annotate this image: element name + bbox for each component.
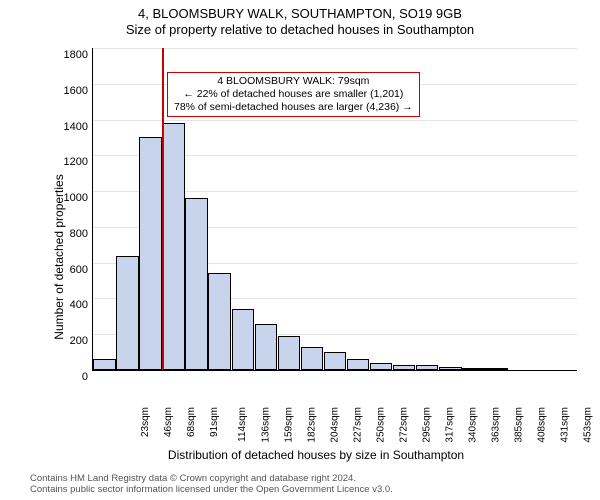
annotation-line: ← 22% of detached houses are smaller (1,… [174, 88, 413, 101]
gridline [93, 120, 577, 121]
histogram-bar [162, 123, 185, 370]
annotation-line: 78% of semi-detached houses are larger (… [174, 101, 413, 114]
y-tick-label: 0 [82, 371, 88, 383]
x-tick-label: 227sqm [353, 407, 364, 443]
y-tick-label: 1800 [64, 49, 88, 61]
x-tick-label: 317sqm [445, 407, 456, 443]
page-subtitle: Size of property relative to detached ho… [0, 22, 600, 38]
x-tick-label: 182sqm [306, 407, 317, 443]
histogram-bar [324, 352, 347, 370]
x-tick-label: 68sqm [186, 407, 197, 437]
y-axis-ticks: 020040060080010001200140016001800 [56, 48, 90, 370]
y-tick-label: 1400 [64, 121, 88, 133]
histogram-bar [278, 336, 301, 370]
x-tick-label: 363sqm [491, 407, 502, 443]
page-title: 4, BLOOMSBURY WALK, SOUTHAMPTON, SO19 9G… [0, 6, 600, 22]
x-tick-label: 114sqm [237, 407, 248, 442]
x-tick-label: 204sqm [329, 407, 340, 443]
footer-line: Contains public sector information licen… [30, 485, 393, 496]
histogram-bar [116, 256, 139, 370]
histogram-bar [347, 359, 370, 370]
histogram-bar [232, 309, 255, 370]
histogram-bar [139, 137, 162, 370]
x-tick-label: 272sqm [399, 407, 410, 443]
histogram-bar [255, 324, 278, 371]
y-tick-label: 600 [70, 264, 88, 276]
x-tick-label: 136sqm [260, 407, 271, 443]
x-tick-label: 295sqm [422, 407, 433, 443]
annotation-line: 4 BLOOMSBURY WALK: 79sqm [174, 75, 413, 88]
x-tick-label: 385sqm [514, 407, 525, 443]
x-axis-label: Distribution of detached houses by size … [56, 448, 576, 462]
histogram-bar [93, 359, 116, 370]
y-tick-label: 1000 [64, 192, 88, 204]
x-tick-label: 91sqm [209, 407, 220, 437]
y-tick-label: 800 [70, 228, 88, 240]
plot-area: 4 BLOOMSBURY WALK: 79sqm ← 22% of detach… [92, 48, 577, 371]
x-tick-label: 46sqm [163, 407, 174, 437]
x-tick-label: 250sqm [376, 407, 387, 443]
histogram-bar [370, 363, 393, 370]
x-tick-label: 159sqm [283, 407, 294, 443]
x-tick-label: 340sqm [468, 407, 479, 443]
x-axis-ticks: 23sqm46sqm68sqm91sqm114sqm136sqm159sqm18… [92, 370, 576, 418]
histogram-bar [185, 198, 208, 370]
histogram-bar [301, 347, 324, 370]
histogram-bar [208, 273, 231, 370]
y-tick-label: 400 [70, 299, 88, 311]
x-tick-label: 408sqm [537, 407, 548, 443]
gridline [93, 48, 577, 49]
x-tick-label: 431sqm [560, 407, 571, 443]
y-tick-label: 1200 [64, 156, 88, 168]
x-tick-label: 23sqm [140, 407, 151, 437]
highlight-annotation: 4 BLOOMSBURY WALK: 79sqm ← 22% of detach… [167, 72, 420, 117]
reference-line [162, 48, 164, 370]
x-tick-label: 453sqm [583, 407, 594, 443]
y-tick-label: 1600 [64, 85, 88, 97]
y-tick-label: 200 [70, 335, 88, 347]
chart: Number of detached properties 0200400600… [56, 48, 576, 418]
attribution-footer: Contains HM Land Registry data © Crown c… [30, 474, 393, 496]
